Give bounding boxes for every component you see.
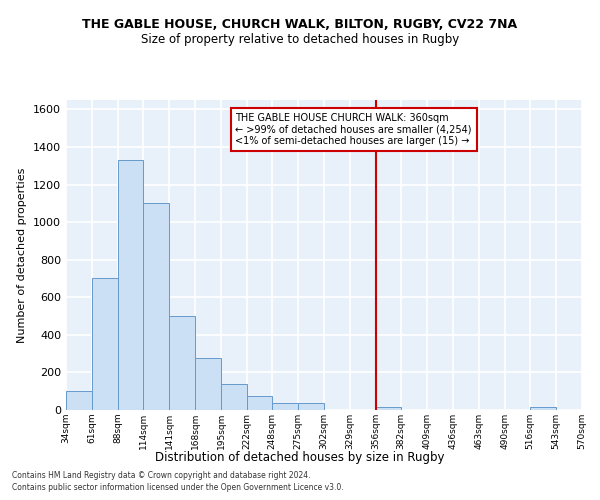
Bar — [118, 160, 143, 410]
Bar — [66, 391, 92, 410]
Bar — [298, 404, 324, 410]
Bar — [376, 407, 401, 410]
Bar — [143, 204, 169, 410]
Text: Contains HM Land Registry data © Crown copyright and database right 2024.: Contains HM Land Registry data © Crown c… — [12, 471, 311, 480]
Bar — [272, 404, 298, 410]
Bar — [221, 384, 247, 410]
Bar — [247, 396, 272, 410]
Text: Distribution of detached houses by size in Rugby: Distribution of detached houses by size … — [155, 451, 445, 464]
Bar — [169, 316, 195, 410]
Text: Contains public sector information licensed under the Open Government Licence v3: Contains public sector information licen… — [12, 484, 344, 492]
Bar — [530, 407, 556, 410]
Text: Size of property relative to detached houses in Rugby: Size of property relative to detached ho… — [141, 32, 459, 46]
Y-axis label: Number of detached properties: Number of detached properties — [17, 168, 28, 342]
Bar — [92, 278, 118, 410]
Text: THE GABLE HOUSE CHURCH WALK: 360sqm
← >99% of detached houses are smaller (4,254: THE GABLE HOUSE CHURCH WALK: 360sqm ← >9… — [235, 113, 472, 146]
Text: THE GABLE HOUSE, CHURCH WALK, BILTON, RUGBY, CV22 7NA: THE GABLE HOUSE, CHURCH WALK, BILTON, RU… — [82, 18, 518, 30]
Bar — [195, 358, 221, 410]
